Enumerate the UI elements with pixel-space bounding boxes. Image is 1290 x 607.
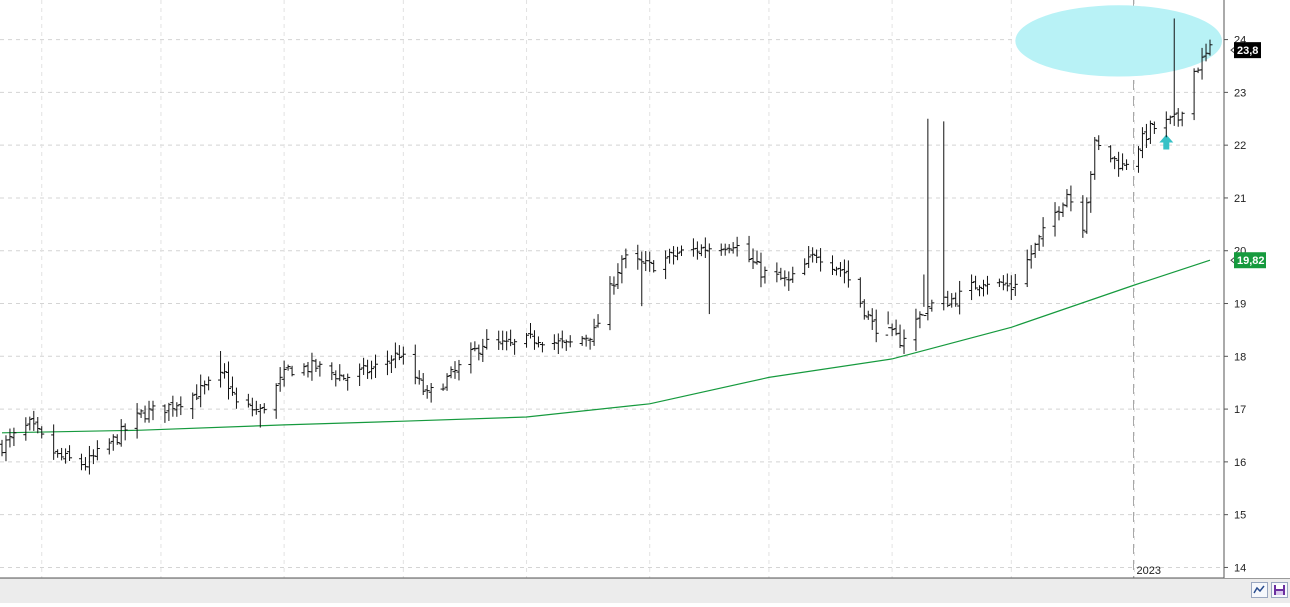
chart-type-glyph: [1253, 585, 1265, 594]
y-tick-label: 14: [1234, 562, 1246, 574]
save-icon[interactable]: [1271, 582, 1288, 598]
ma-value-badge-label: 19,82: [1237, 255, 1265, 267]
ohlc-bars: [0, 18, 1213, 475]
ma-value-badge-box: [1234, 252, 1266, 269]
y-tick-label: 18: [1234, 351, 1246, 363]
up-arrow-annotation: [1159, 134, 1174, 150]
y-tick-label: 15: [1234, 510, 1246, 522]
y-tick-label: 19: [1234, 299, 1246, 311]
price-badges: 23,8 19,82: [1230, 42, 1266, 269]
y-tick-label: 23: [1234, 87, 1246, 99]
y-tick-label: 22: [1234, 140, 1246, 152]
chart-type-icon[interactable]: [1251, 582, 1268, 598]
gridlines: [0, 0, 1224, 578]
last-price-badge-label: 23,8: [1237, 45, 1258, 57]
axis-labels: 141516171819202122232401-Abr-2201-May-22…: [44, 35, 1247, 598]
year-separator-label: 2023: [1137, 565, 1161, 577]
last-price-badge-box: [1234, 42, 1261, 59]
save-glyph: [1274, 585, 1285, 595]
y-tick-label: 16: [1234, 457, 1246, 469]
moving-average-layer: [1, 259, 1211, 434]
annotations: [1015, 5, 1222, 150]
bottom-toolbar: [0, 578, 1290, 603]
y-tick-label: 21: [1234, 193, 1246, 205]
moving-average-line: [1, 259, 1211, 434]
highlight-ellipse: [1015, 5, 1222, 77]
y-tick-label: 17: [1234, 404, 1246, 416]
